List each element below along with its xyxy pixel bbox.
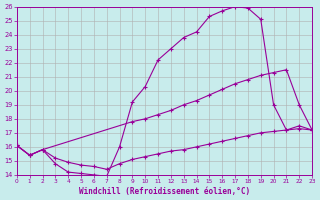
X-axis label: Windchill (Refroidissement éolien,°C): Windchill (Refroidissement éolien,°C) [79,187,250,196]
